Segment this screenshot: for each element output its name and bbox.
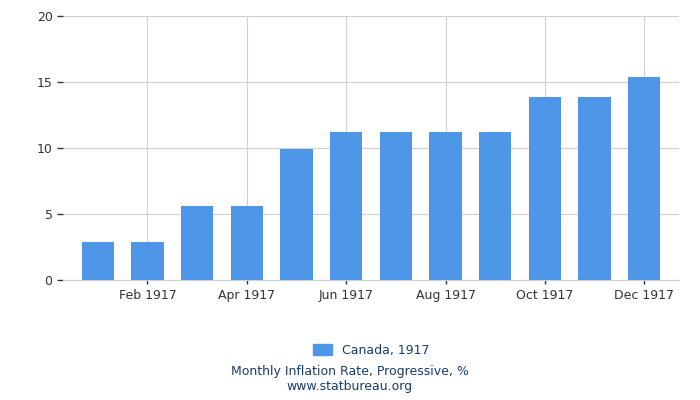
Bar (280, 149, 313, 280)
Bar (330, 132, 363, 280)
Bar (231, 206, 263, 280)
Bar (479, 132, 511, 280)
Bar (429, 132, 462, 280)
Bar (181, 206, 214, 280)
Legend: Canada, 1917: Canada, 1917 (308, 339, 434, 362)
Bar (82, 242, 114, 280)
Text: www.statbureau.org: www.statbureau.org (287, 380, 413, 393)
Bar (132, 242, 164, 280)
Bar (379, 132, 412, 280)
Bar (628, 77, 660, 280)
Bar (528, 96, 561, 280)
Text: Monthly Inflation Rate, Progressive, %: Monthly Inflation Rate, Progressive, % (231, 365, 469, 378)
Bar (578, 96, 610, 280)
